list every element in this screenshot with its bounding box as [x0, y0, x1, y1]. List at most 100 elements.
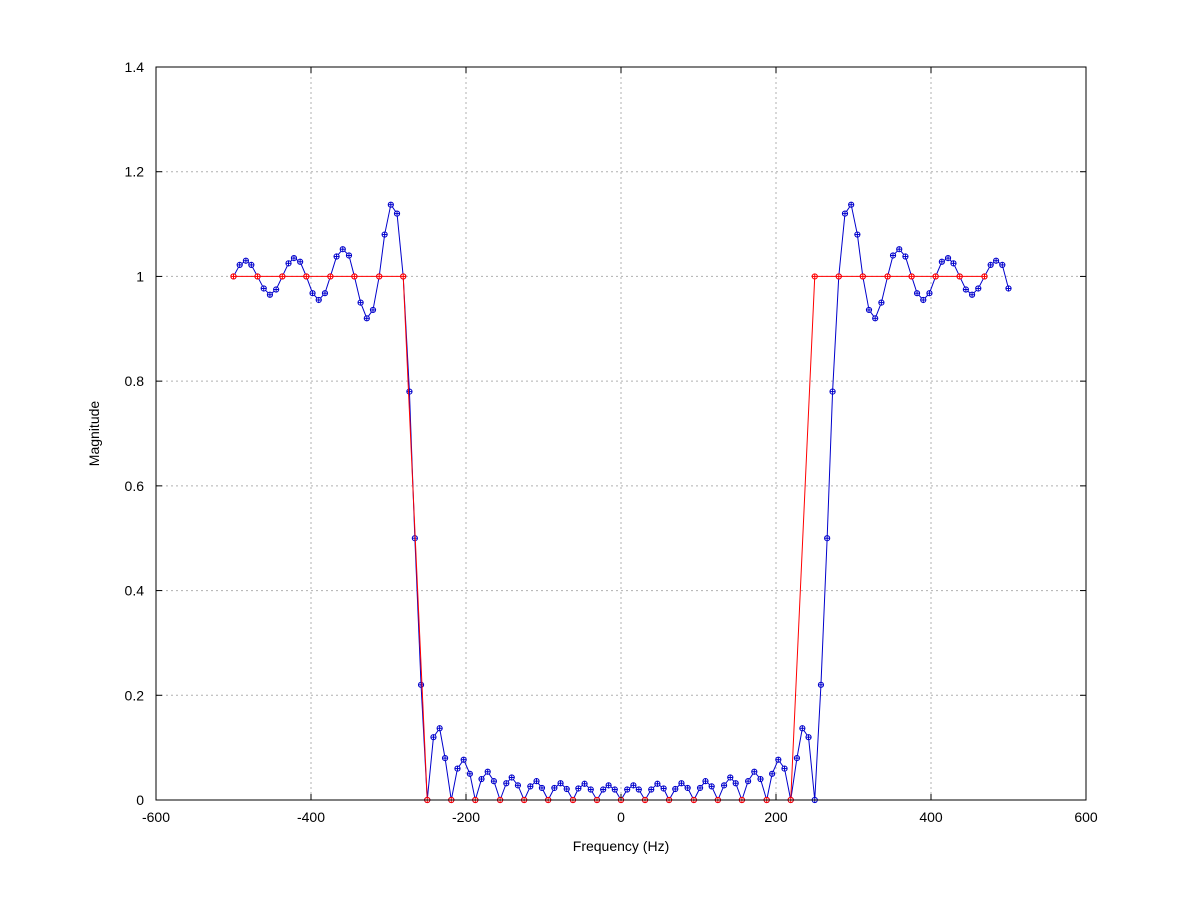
series-1-point: [417, 681, 425, 688]
series-1-point: [993, 257, 1000, 264]
series-1-point: [805, 734, 812, 741]
x-tick-label: 400: [919, 809, 943, 825]
series-1-point: [393, 210, 401, 217]
series-2-point: [859, 273, 866, 280]
x-tick-label: -600: [142, 809, 170, 825]
series-1-point: [732, 780, 739, 787]
series-1-point: [363, 315, 370, 322]
series-1-point: [236, 261, 243, 269]
series-1-point: [751, 768, 758, 775]
series-1-point: [1005, 285, 1012, 292]
series-1-point: [962, 286, 969, 293]
y-tick-label: 1: [136, 268, 144, 284]
series-1-point: [648, 786, 655, 793]
series-1-point: [708, 783, 715, 790]
series-1-point: [635, 786, 642, 793]
series-1-point: [309, 290, 316, 297]
series-1-point: [587, 786, 594, 793]
series-1-point: [672, 785, 679, 793]
series-1-point: [913, 290, 921, 297]
series-2-point: [254, 273, 261, 280]
series-1-point: [757, 775, 764, 783]
series-2-point: [835, 273, 842, 280]
series-1-point: [720, 782, 728, 789]
series-1-point: [775, 756, 782, 763]
series-1-point: [260, 285, 267, 292]
series-1-point: [841, 210, 849, 217]
series-1-point: [273, 286, 280, 293]
x-tick-label: 0: [617, 809, 625, 825]
series-1-point: [950, 260, 957, 267]
series-1-point: [660, 785, 667, 792]
series-2-point: [908, 273, 915, 280]
y-tick-label: 0.6: [125, 478, 145, 494]
series-1-point: [478, 775, 485, 783]
series-1-point: [654, 780, 661, 787]
series-2-point: [230, 273, 237, 280]
series-2-point: [884, 273, 891, 280]
y-tick-label: 0.8: [125, 373, 145, 389]
series-1-point: [865, 306, 873, 314]
series-1-point: [696, 784, 704, 792]
series-1-point: [484, 768, 491, 775]
series-1-point: [745, 778, 752, 785]
series-1-point: [563, 785, 570, 793]
series-1-point: [824, 535, 831, 542]
y-tick-label: 0: [136, 792, 144, 808]
series-1-point: [902, 253, 909, 260]
series-1-point: [357, 299, 364, 306]
series-1-point: [454, 765, 461, 772]
series-1-point: [999, 261, 1006, 269]
series-1-point: [878, 299, 885, 306]
series-1-point: [557, 780, 564, 787]
series-1-point: [829, 388, 836, 395]
series-1-point: [466, 770, 473, 777]
series-1-point: [514, 782, 522, 789]
series-1-point: [490, 778, 497, 785]
series-1-point: [581, 780, 588, 787]
series-1-point: [889, 252, 897, 259]
series-1-point: [333, 253, 340, 260]
series-1-point: [793, 755, 801, 762]
series-1-point: [896, 246, 903, 253]
series-2-point: [327, 273, 334, 280]
series-1-point: [848, 201, 855, 208]
x-axis-label: Frequency (Hz): [573, 838, 669, 854]
series-1-point: [290, 255, 298, 262]
series-1-point: [381, 231, 388, 238]
series-1-point: [460, 756, 467, 763]
series-1-point: [968, 291, 976, 298]
series-1-point: [508, 774, 515, 781]
axis-ticks: -600 -400 -200 0 200 400 600 0 0.2 0.4 0.6 0.8 1 1.2 1…: [125, 59, 1098, 825]
series-1-point: [605, 782, 612, 789]
series-1-point: [872, 315, 879, 322]
series-1-point: [339, 246, 346, 253]
series-1-point: [944, 255, 952, 262]
series-1-point: [266, 291, 274, 298]
series-1-point: [987, 261, 994, 269]
series-1-point: [503, 780, 510, 787]
series-1-point: [781, 765, 788, 772]
series-2-point: [376, 273, 383, 280]
series-1-point: [611, 786, 618, 793]
series-2-point: [303, 273, 310, 280]
series-1-point: [369, 306, 377, 314]
series-1-point: [575, 785, 582, 792]
series-1-point: [345, 252, 353, 259]
series-1-point: [285, 260, 292, 267]
series-1-point: [769, 770, 776, 777]
series-1-point: [242, 257, 249, 264]
series-1-point: [387, 201, 394, 208]
series-1-point: [624, 786, 631, 793]
y-tick-label: 0.4: [125, 583, 145, 599]
series-2-point: [811, 273, 818, 280]
series-1-point: [600, 786, 607, 793]
series-1-point: [551, 784, 558, 792]
series-1-point: [321, 290, 329, 297]
y-axis-label: Magnitude: [86, 401, 102, 467]
series-1-point: [975, 285, 982, 292]
series-1-point: [702, 778, 709, 785]
x-tick-label: -400: [297, 809, 325, 825]
